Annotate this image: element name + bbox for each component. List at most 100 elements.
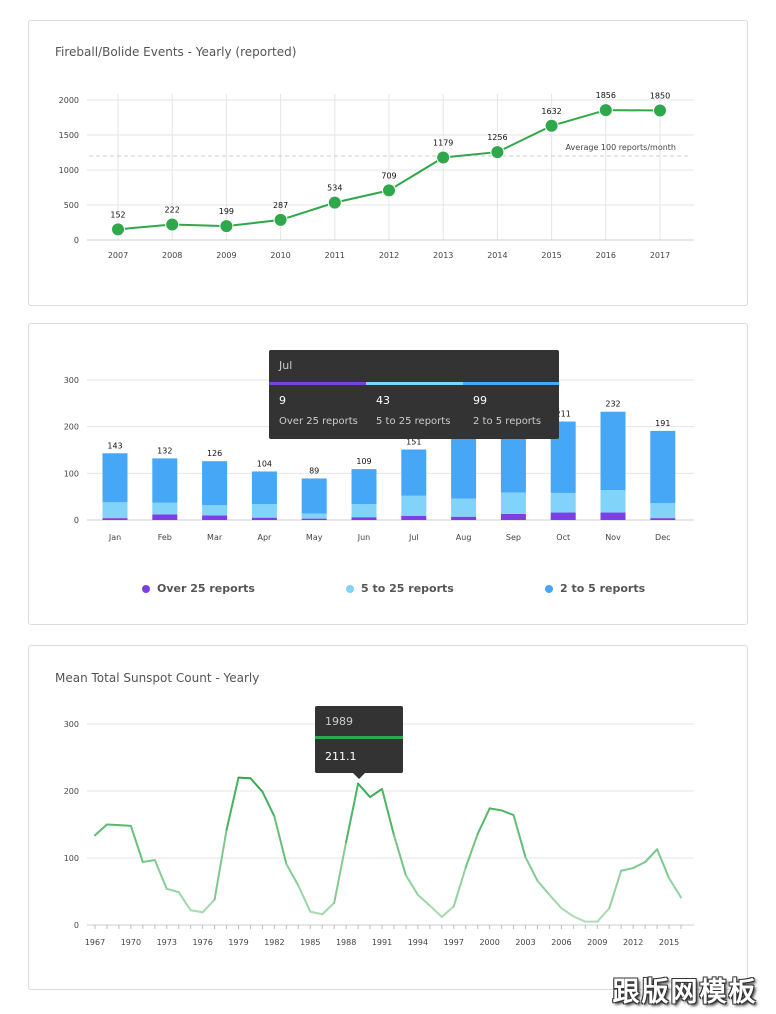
x-tick-label: 2016 (596, 251, 616, 260)
data-label: 151 (406, 438, 421, 447)
bar-segment (351, 504, 377, 518)
data-point (653, 103, 667, 118)
tooltip-series-name: 5 to 25 reports (376, 416, 451, 427)
x-tick-label: 2011 (325, 251, 345, 260)
legend-label: 2 to 5 reports (560, 582, 646, 595)
x-tick-label: Feb (158, 533, 172, 542)
x-tick-label: Jun (357, 533, 371, 542)
data-point (219, 219, 234, 234)
x-tick-label: 1985 (300, 938, 320, 947)
tooltip-title: Jul (279, 359, 293, 372)
x-tick-label: 2017 (650, 251, 670, 260)
data-label: 709 (381, 171, 396, 180)
series-line-segment (357, 782, 372, 799)
bar-segment (102, 453, 128, 503)
bar-segment (102, 502, 128, 519)
data-label: 1632 (541, 107, 561, 116)
series-line-segment (560, 907, 575, 918)
bar-segment (301, 518, 327, 520)
line-tooltip: 1989 211.1 (315, 706, 403, 779)
series-line-segment (105, 823, 120, 827)
series-line-segment (285, 863, 300, 887)
legend-item-over-25[interactable]: Over 25 reports (142, 582, 255, 595)
bar-segment (152, 502, 178, 515)
legend-dot (142, 584, 150, 593)
bar-segment (650, 518, 676, 520)
tooltip-value: 43 (376, 394, 390, 407)
series-line-segment (536, 879, 551, 896)
legend-label: 5 to 25 reports (361, 582, 454, 595)
bar-segment (451, 498, 477, 517)
x-tick-label: Jan (108, 533, 121, 542)
legend-label: Over 25 reports (157, 582, 255, 595)
legend-item-2-to-5[interactable]: 2 to 5 reports (545, 582, 645, 595)
data-point (598, 103, 613, 118)
bar-segment (152, 458, 178, 503)
series-line-segment (153, 859, 168, 890)
x-tick-label: Dec (655, 533, 670, 542)
tooltip-value: 99 (473, 394, 487, 407)
series-line-segment (476, 807, 491, 835)
data-label: 1256 (487, 133, 507, 142)
bar-segment (351, 517, 377, 520)
data-label: 109 (356, 457, 371, 466)
data-point (327, 195, 342, 210)
series-line-segment (273, 815, 288, 866)
y-tick-label: 200 (64, 787, 79, 796)
x-tick-label: Nov (605, 533, 621, 542)
tooltip-color-bar (315, 736, 403, 739)
series-line-segment (129, 824, 144, 864)
x-tick-label: 2007 (108, 251, 128, 260)
legend-item-5-to-25[interactable]: 5 to 25 reports (346, 582, 454, 595)
data-label: 1850 (650, 92, 670, 101)
x-tick-label: 1973 (157, 938, 177, 947)
legend-dot (346, 584, 354, 593)
data-label: 191 (655, 419, 670, 428)
x-tick-label: 2015 (541, 251, 561, 260)
bar-segment (600, 411, 626, 491)
series-line-segment (608, 869, 623, 910)
series-line-segment (440, 905, 455, 918)
legend-dot (545, 584, 553, 593)
tooltip-series-name: 2 to 5 reports (473, 416, 542, 427)
bar-segment (301, 478, 327, 514)
series-line-segment (369, 787, 384, 799)
series-line-segment (428, 904, 443, 918)
tooltip-color-bar (269, 382, 366, 385)
series-line-segment (416, 893, 431, 907)
reference-line-label: Average 100 reports/month (566, 143, 676, 152)
bar-segment (451, 516, 477, 520)
bar-tooltip: Jul 9 Over 25 reports 43 5 to 25 reports… (269, 350, 559, 439)
data-label: 152 (110, 210, 125, 219)
data-point (111, 222, 125, 237)
series-line-segment (201, 898, 216, 914)
x-tick-label: 2009 (216, 251, 236, 260)
series-line-segment (464, 832, 479, 869)
data-point (165, 217, 180, 232)
tooltip-series-name: Over 25 reports (279, 416, 358, 427)
x-tick-label: 1967 (85, 938, 105, 947)
data-label: 126 (207, 449, 222, 458)
series-line-segment (345, 782, 360, 843)
series-line-segment (668, 877, 682, 899)
watermark-logo: 跟版网模板 (612, 976, 758, 1008)
x-tick-label: 1979 (228, 938, 248, 947)
x-tick-label: May (306, 533, 323, 542)
x-tick-label: 1991 (372, 938, 392, 947)
y-tick-label: 0 (74, 921, 79, 930)
data-point (382, 183, 396, 198)
x-tick-label: 2012 (379, 251, 399, 260)
data-point (273, 212, 288, 227)
series-line-segment (381, 787, 395, 837)
monthly-stacked-bar-chart: 0 100 200 300 143 Jan 132 Feb 126 Mar 104 Apr 89 May 1… (64, 376, 694, 542)
data-point (490, 145, 505, 160)
series-line-segment (309, 910, 324, 916)
x-tick-label: Mar (207, 533, 223, 542)
series-line-segment (297, 884, 312, 913)
bar-segment (301, 513, 327, 519)
bar-segment (202, 515, 228, 520)
y-tick-label: 100 (64, 854, 79, 863)
y-tick-label: 1000 (59, 166, 79, 175)
series-line-segment (632, 861, 647, 870)
y-tick-label: 300 (64, 376, 79, 385)
